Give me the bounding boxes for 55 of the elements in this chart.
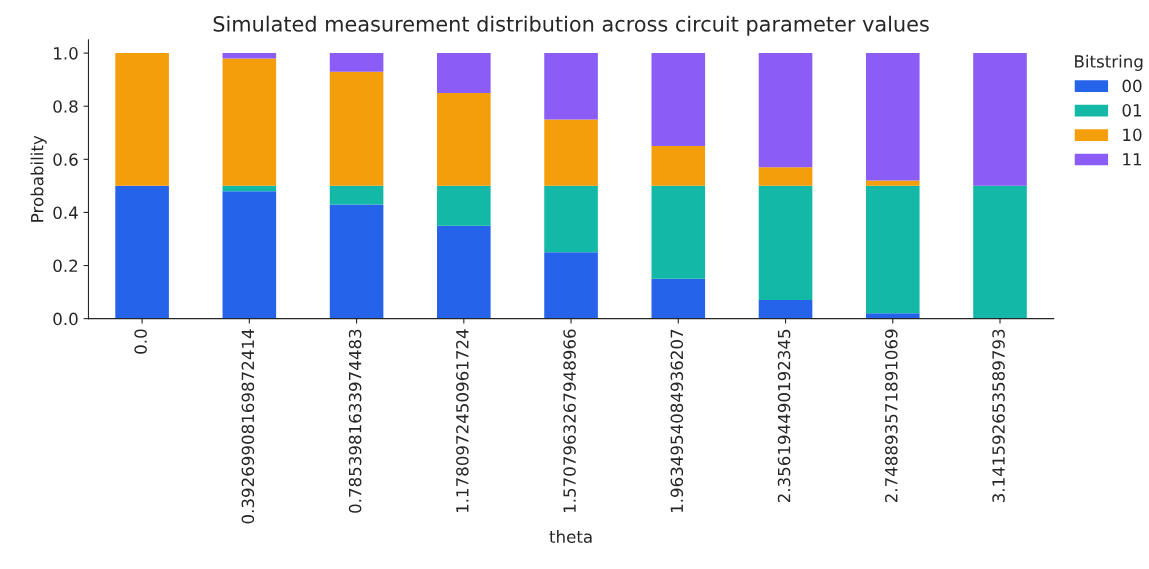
bar xyxy=(437,185,491,226)
bar xyxy=(865,53,920,181)
x-tick-label: 2.356194490192345 xyxy=(777,329,791,503)
bar xyxy=(651,53,706,147)
x-tick-label: 1.1780972450961724 xyxy=(456,329,469,513)
bar xyxy=(544,53,598,120)
bar xyxy=(115,53,169,186)
bar xyxy=(329,53,384,72)
bar xyxy=(329,71,384,186)
y-tick-label: 0.4 xyxy=(53,206,78,219)
legend-label: 11 xyxy=(1123,153,1142,166)
bar xyxy=(222,53,277,59)
y-tick-label: 0.8 xyxy=(53,100,78,113)
x-tick-label: 0.39269908169872414 xyxy=(241,329,255,524)
bar xyxy=(865,180,920,186)
legend-title: Bitstring xyxy=(1075,54,1143,71)
y-tick-label: 0.2 xyxy=(53,259,78,273)
x-tick-label: 1.5707963267948966 xyxy=(563,329,576,513)
y-tick-label: 1.0 xyxy=(54,47,78,60)
bar xyxy=(651,278,706,319)
bar xyxy=(437,53,491,93)
bar xyxy=(865,313,920,319)
bar xyxy=(651,185,706,279)
legend-label: 01 xyxy=(1122,104,1142,117)
bar xyxy=(865,185,920,314)
bar xyxy=(115,185,169,319)
legend-label: 00 xyxy=(1122,79,1142,93)
bar xyxy=(437,92,491,186)
legend-label: 10 xyxy=(1123,128,1142,142)
bar xyxy=(544,119,598,186)
bar xyxy=(222,58,277,186)
x-tick-label: 2.748893571891069 xyxy=(885,329,898,503)
chart-title: Simulated measurement distribution across circuit parameter values xyxy=(213,15,929,36)
bar xyxy=(758,53,813,168)
y-tick-label: 0.6 xyxy=(53,153,78,166)
x-tick-label: 1.9634954084936207 xyxy=(670,329,684,513)
bar xyxy=(437,225,491,319)
bar xyxy=(329,185,384,205)
bar xyxy=(544,185,598,253)
bar xyxy=(329,204,384,319)
bar xyxy=(973,185,1027,319)
x-tick-label: 0.7853981633974483 xyxy=(348,329,362,513)
x-tick-label: 3.141592653589793 xyxy=(992,329,1005,503)
bar xyxy=(758,185,813,301)
x-tick-label: 0.0 xyxy=(134,329,147,354)
bar xyxy=(758,300,813,319)
bar xyxy=(544,252,598,319)
bar xyxy=(973,53,1027,186)
bar xyxy=(222,185,277,192)
bar xyxy=(222,191,277,319)
y-tick-label: 0.0 xyxy=(53,312,78,326)
x-axis-title: theta xyxy=(549,530,592,543)
bar xyxy=(758,167,813,186)
bar xyxy=(651,146,706,186)
y-axis-title: Probability xyxy=(30,135,47,222)
